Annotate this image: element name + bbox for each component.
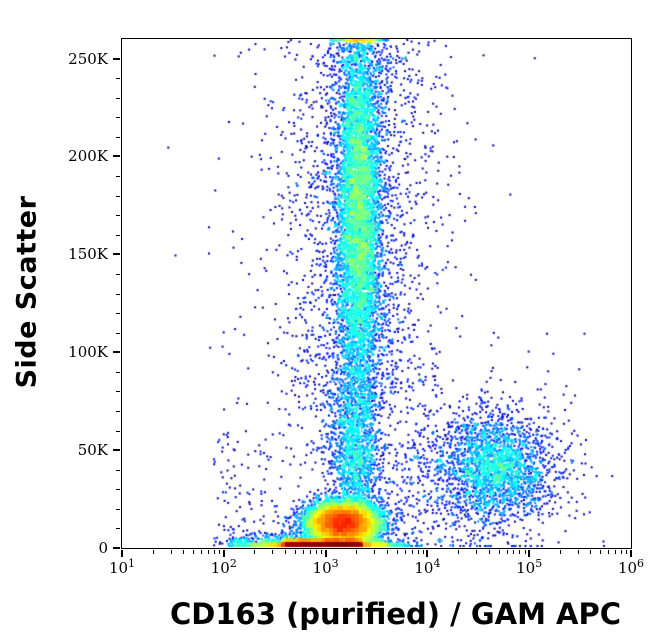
x-minor-tick xyxy=(488,550,490,554)
x-major-tick xyxy=(121,550,123,557)
x-minor-tick xyxy=(458,550,460,554)
x-minor-tick xyxy=(600,550,602,554)
x-minor-tick xyxy=(320,550,322,554)
y-major-tick xyxy=(113,253,120,256)
x-major-tick xyxy=(324,550,327,557)
y-major-tick xyxy=(113,57,120,60)
x-minor-tick xyxy=(170,550,172,554)
x-minor-tick xyxy=(506,550,508,554)
x-minor-tick xyxy=(294,550,296,554)
x-tick-label: 106 xyxy=(617,557,645,577)
x-minor-tick xyxy=(417,550,419,554)
x-major-tick xyxy=(222,550,225,557)
y-minor-tick xyxy=(116,117,120,119)
y-minor-tick xyxy=(116,528,120,530)
x-minor-tick xyxy=(272,550,274,554)
x-minor-tick xyxy=(356,550,358,554)
x-minor-tick xyxy=(422,550,424,554)
x-minor-tick xyxy=(519,550,521,554)
x-tick-label: 105 xyxy=(516,557,543,577)
y-major-tick xyxy=(113,547,120,549)
y-minor-tick xyxy=(116,469,120,471)
y-minor-tick xyxy=(116,313,120,315)
y-minor-tick xyxy=(116,508,120,510)
y-tick-label: 200K xyxy=(68,147,108,166)
x-tick-label: 103 xyxy=(312,557,339,577)
x-minor-tick xyxy=(213,550,215,554)
x-minor-tick xyxy=(374,550,376,554)
y-major-tick xyxy=(113,449,120,452)
y-tick-label: 100K xyxy=(68,343,108,362)
x-minor-tick xyxy=(404,550,406,554)
x-minor-tick xyxy=(208,550,210,554)
y-minor-tick xyxy=(116,136,120,138)
y-minor-tick xyxy=(116,371,120,373)
x-minor-tick xyxy=(303,550,305,554)
y-tick-label: 250K xyxy=(68,49,108,68)
y-major-tick xyxy=(113,155,120,158)
x-minor-tick xyxy=(475,550,477,554)
y-minor-tick xyxy=(116,410,120,412)
x-minor-tick xyxy=(193,550,195,554)
x-minor-tick xyxy=(559,550,561,554)
y-major-tick xyxy=(113,351,120,354)
y-minor-tick xyxy=(116,273,120,275)
y-minor-tick xyxy=(116,234,120,236)
x-major-tick xyxy=(426,550,429,557)
x-minor-tick xyxy=(524,550,526,554)
y-minor-tick xyxy=(116,391,120,393)
x-minor-tick xyxy=(386,550,388,554)
y-minor-tick xyxy=(116,332,120,334)
y-minor-tick xyxy=(116,430,120,432)
x-axis-label: CD163 (purified) / GAM APC xyxy=(169,597,622,631)
x-minor-tick xyxy=(201,550,203,554)
y-minor-tick xyxy=(116,97,120,99)
y-minor-tick xyxy=(116,489,120,491)
x-minor-tick xyxy=(498,550,500,554)
x-minor-tick xyxy=(626,550,628,554)
x-minor-tick xyxy=(315,550,317,554)
x-minor-tick xyxy=(254,550,256,554)
x-minor-tick xyxy=(396,550,398,554)
y-minor-tick xyxy=(116,215,120,217)
x-minor-tick xyxy=(152,550,154,554)
y-minor-tick xyxy=(116,78,120,80)
x-minor-tick xyxy=(621,550,623,554)
x-minor-tick xyxy=(309,550,311,554)
y-axis-label: Side Scatter xyxy=(11,195,43,389)
y-minor-tick xyxy=(116,176,120,178)
y-minor-tick xyxy=(116,195,120,197)
plot-area xyxy=(120,37,632,549)
x-minor-tick xyxy=(183,550,185,554)
y-tick-label: 50K xyxy=(77,441,108,460)
x-tick-label: 104 xyxy=(414,557,441,577)
x-minor-tick xyxy=(590,550,592,554)
x-minor-tick xyxy=(285,550,287,554)
density-scatter-canvas xyxy=(121,38,631,548)
x-minor-tick xyxy=(577,550,579,554)
y-tick-label: 150K xyxy=(68,245,108,264)
x-minor-tick xyxy=(219,550,221,554)
x-minor-tick xyxy=(411,550,413,554)
x-major-tick xyxy=(630,550,632,557)
y-tick-label: 0 xyxy=(98,539,108,557)
x-minor-tick xyxy=(608,550,610,554)
x-major-tick xyxy=(528,550,531,557)
x-tick-label: 102 xyxy=(210,557,237,577)
x-minor-tick xyxy=(513,550,515,554)
y-minor-tick xyxy=(116,293,120,295)
x-tick-label: 101 xyxy=(108,557,136,577)
x-minor-tick xyxy=(615,550,617,554)
